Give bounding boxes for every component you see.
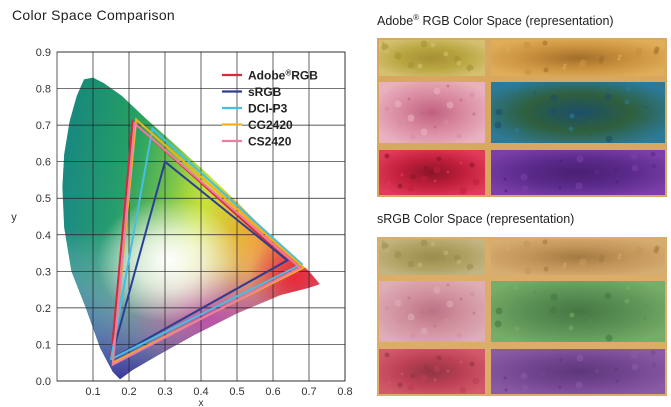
pigment-photo-adobe bbox=[377, 38, 667, 197]
x-tick-label: 0.4 bbox=[193, 386, 208, 398]
gamut-triangles bbox=[109, 117, 306, 367]
y-tick-label: 0.0 bbox=[36, 376, 51, 388]
legend-label: CG2420 bbox=[248, 118, 293, 132]
x-axis-label: x bbox=[199, 398, 204, 407]
chart-title: Color Space Comparison bbox=[12, 7, 176, 23]
y-tick-label: 0.4 bbox=[36, 230, 51, 242]
gamut-srgb bbox=[109, 159, 290, 362]
x-tick-label: 0.5 bbox=[229, 386, 244, 398]
gamut-cs2420 bbox=[111, 121, 302, 367]
y-tick-label: 0.8 bbox=[36, 84, 51, 96]
sample-title-srgb: sRGB Color Space (representation) bbox=[377, 212, 575, 227]
axis-ticks: 0.1 0.2 0.3 0.4 0.5 0.6 0.7 0.8 0.0 0.1 0.2 0.3 0.4 0… bbox=[11, 47, 352, 407]
x-tick-label: 0.1 bbox=[85, 386, 100, 398]
legend-label: DCI-P3 bbox=[248, 102, 288, 116]
legend: Adobe®RGB sRGB DCI-P3 CG2420 CS2420 bbox=[222, 69, 318, 149]
legend-label: sRGB bbox=[248, 85, 282, 99]
x-tick-label: 0.7 bbox=[301, 386, 316, 398]
x-tick-label: 0.6 bbox=[265, 386, 280, 398]
pigment-tray bbox=[379, 150, 485, 195]
sample-title-adobe: Adobe® RGB Color Space (representation) bbox=[377, 13, 614, 29]
y-tick-label: 0.1 bbox=[36, 339, 51, 351]
spectral-locus bbox=[62, 77, 320, 380]
y-tick-label: 0.3 bbox=[36, 266, 51, 278]
pigment-tray bbox=[491, 281, 665, 342]
x-tick-label: 0.3 bbox=[157, 386, 172, 398]
y-tick-label: 0.2 bbox=[36, 303, 51, 315]
y-tick-label: 0.6 bbox=[36, 157, 51, 169]
x-tick-label: 0.2 bbox=[121, 386, 136, 398]
pigment-tray bbox=[491, 40, 665, 76]
legend-label: CS2420 bbox=[248, 135, 292, 149]
legend-label: Adobe®RGB bbox=[248, 69, 318, 83]
x-tick-label: 0.8 bbox=[337, 386, 352, 398]
y-tick-label: 0.5 bbox=[36, 193, 51, 205]
y-tick-label: 0.9 bbox=[36, 47, 51, 59]
pigment-tray bbox=[379, 281, 485, 342]
y-axis-label: y bbox=[11, 212, 17, 224]
pigment-photo-srgb bbox=[377, 237, 667, 396]
y-tick-label: 0.7 bbox=[36, 120, 51, 132]
pigment-tray bbox=[491, 82, 665, 143]
pigment-tray bbox=[379, 82, 485, 143]
gamut-dci-p3 bbox=[109, 126, 304, 361]
pigment-tray bbox=[491, 239, 665, 275]
pigment-tray bbox=[379, 349, 485, 394]
